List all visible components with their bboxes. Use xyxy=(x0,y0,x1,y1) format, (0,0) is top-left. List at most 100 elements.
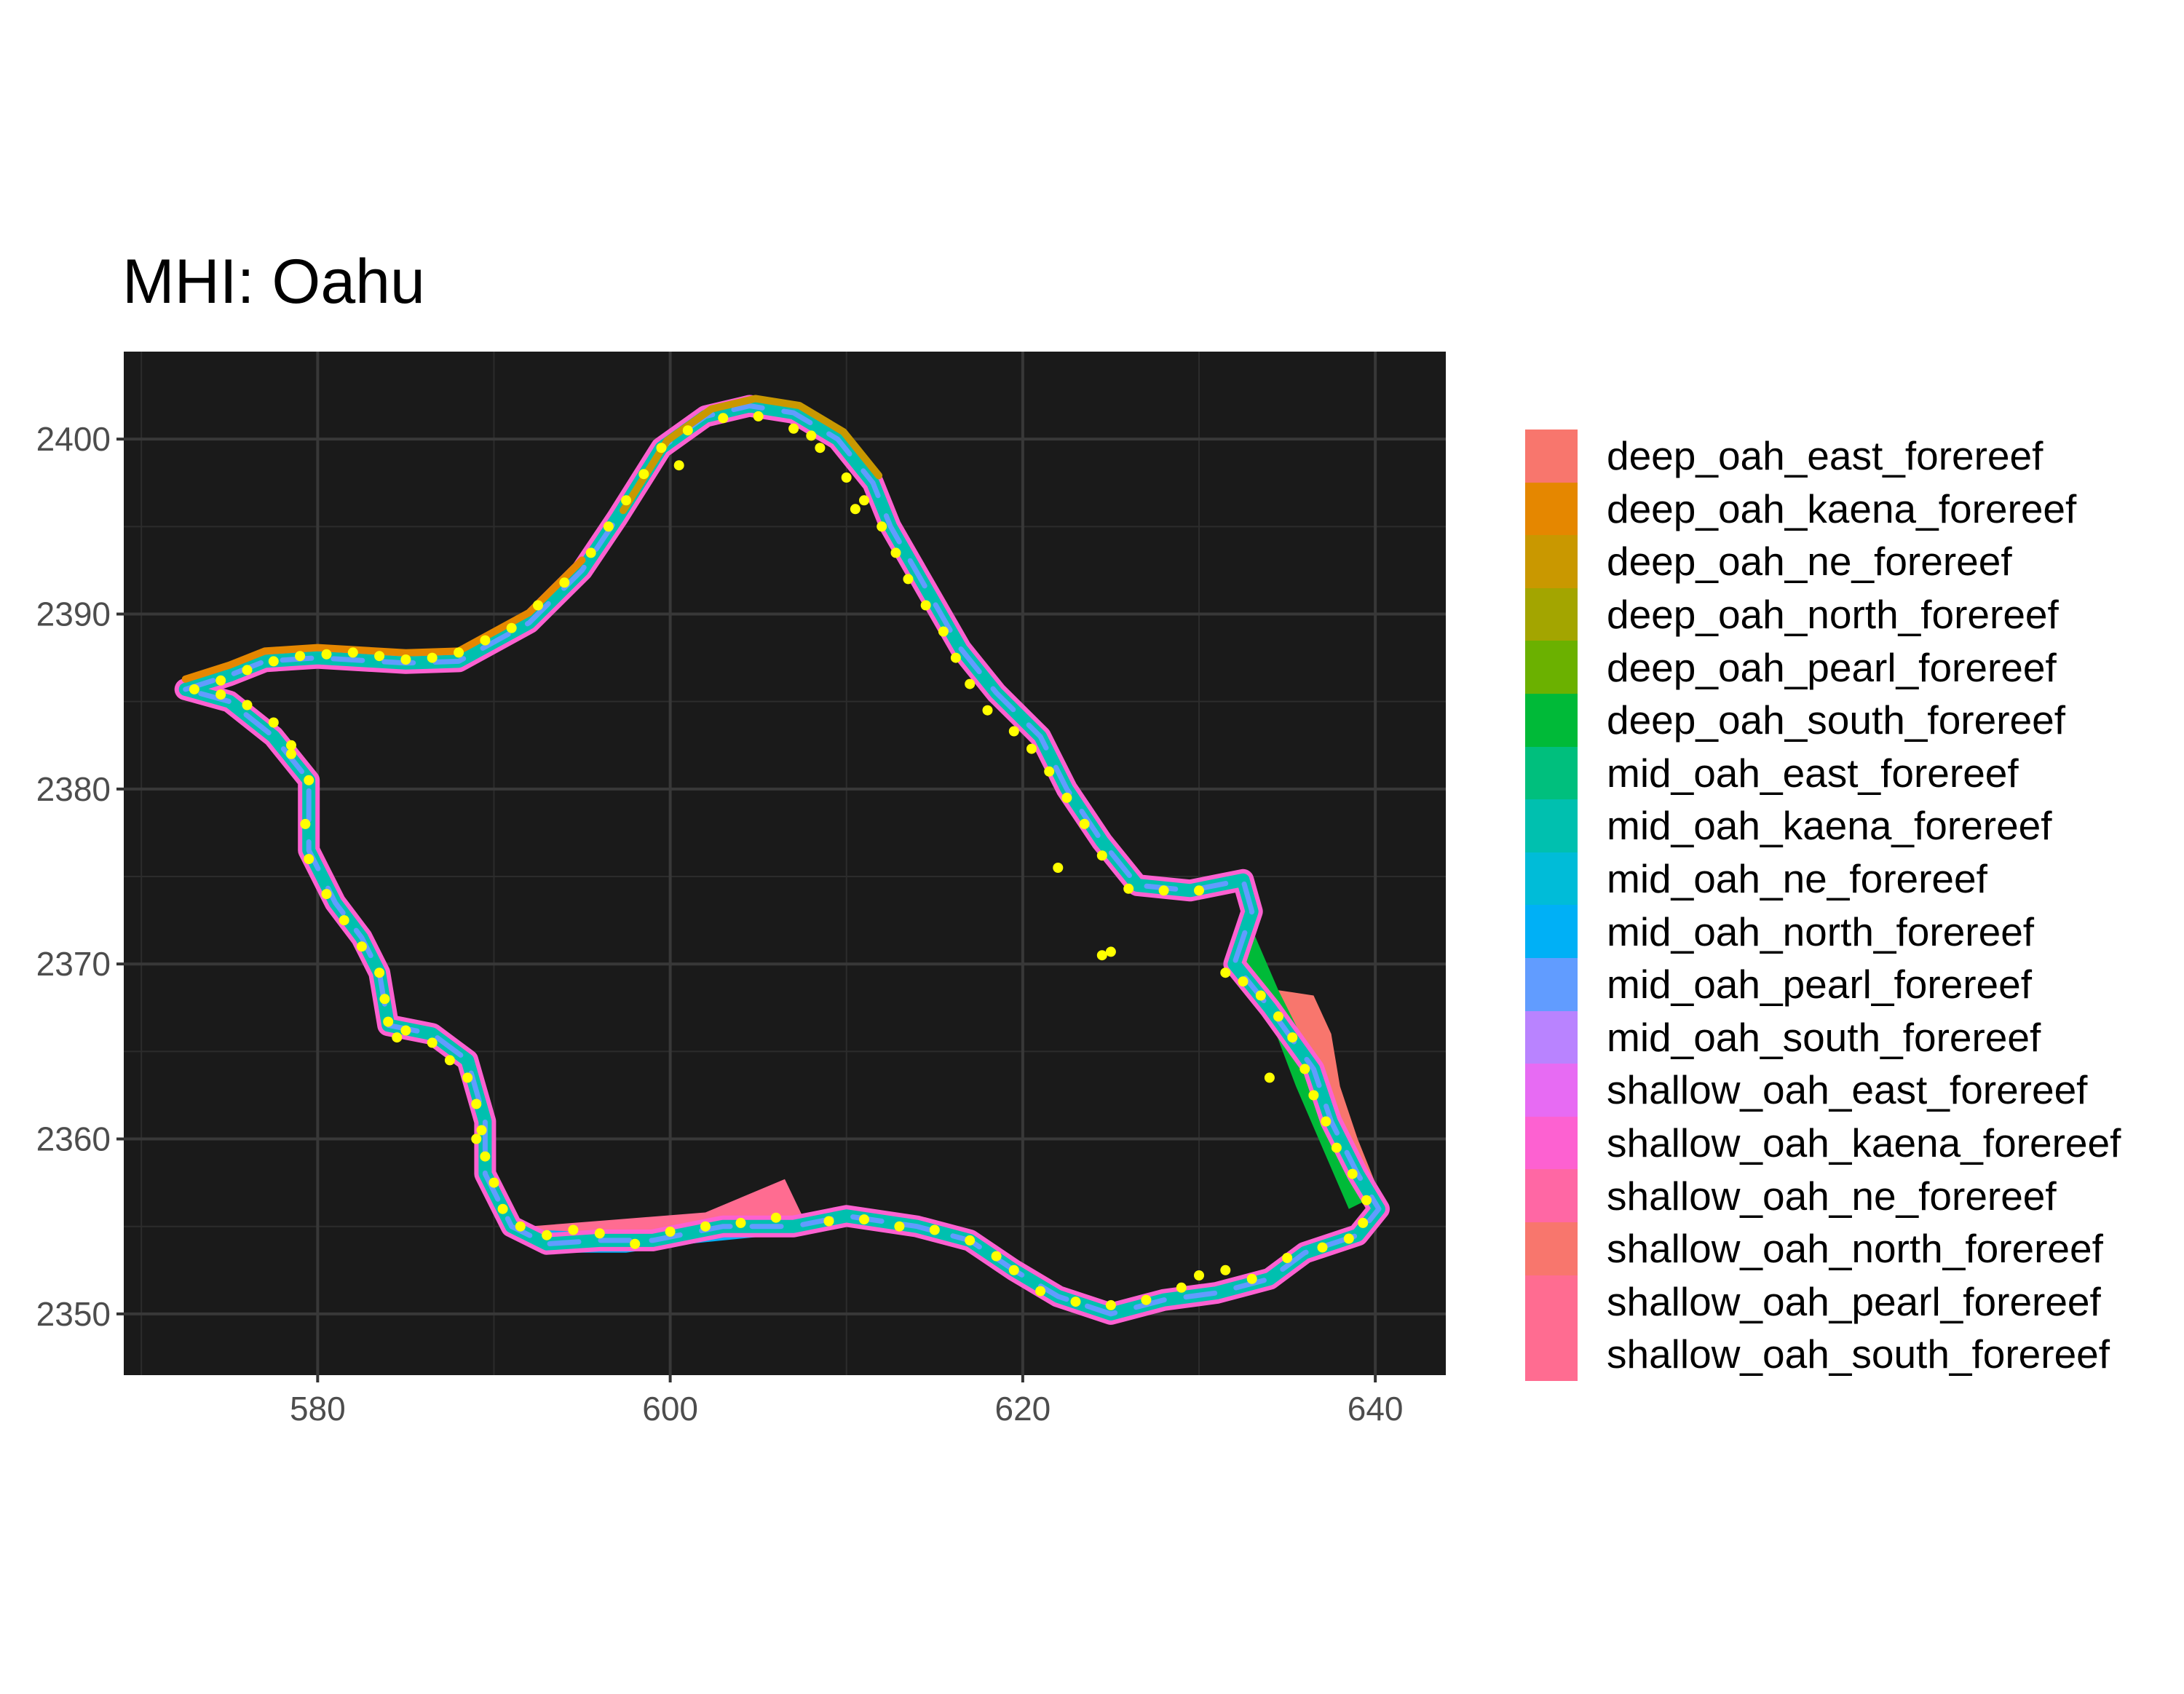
survey-point xyxy=(427,1037,438,1048)
plot-title: MHI: Oahu xyxy=(122,247,425,317)
survey-point xyxy=(506,622,517,633)
survey-point xyxy=(1282,1253,1293,1263)
legend-item: shallow_oah_north_forereef xyxy=(1525,1222,2121,1275)
legend-item: deep_oah_pearl_forereef xyxy=(1525,641,2121,694)
survey-point xyxy=(1299,1064,1310,1074)
survey-point xyxy=(1070,1297,1081,1307)
survey-point xyxy=(400,654,411,665)
legend-label: deep_oah_kaena_forereef xyxy=(1607,486,2077,531)
legend-label: shallow_oah_south_forereef xyxy=(1607,1331,2110,1377)
survey-point xyxy=(295,651,306,662)
legend-key xyxy=(1525,641,1578,694)
survey-point xyxy=(1141,1294,1152,1305)
survey-point xyxy=(1331,1142,1342,1153)
legend-label: deep_oah_north_forereef xyxy=(1607,592,2059,638)
legend-item: mid_oah_north_forereef xyxy=(1525,905,2121,958)
survey-point xyxy=(1096,850,1107,861)
legend-item: mid_oah_pearl_forereef xyxy=(1525,957,2121,1011)
legend-label: mid_oah_east_forereef xyxy=(1607,750,2019,796)
legend-item: mid_oah_ne_forereef xyxy=(1525,852,2121,906)
survey-point xyxy=(823,1216,834,1227)
survey-point xyxy=(321,889,332,900)
survey-point xyxy=(215,675,226,686)
survey-point xyxy=(400,1025,411,1036)
survey-point xyxy=(471,1133,482,1144)
survey-point xyxy=(189,684,199,694)
legend-item: deep_oah_kaena_forereef xyxy=(1525,482,2121,536)
legend-key xyxy=(1525,1275,1578,1329)
survey-point xyxy=(1061,792,1072,803)
survey-point xyxy=(753,411,764,421)
legend-key xyxy=(1525,1169,1578,1222)
survey-point xyxy=(480,1151,491,1162)
reef-bands xyxy=(174,395,1390,1325)
legend-label: deep_oah_east_forereef xyxy=(1607,433,2043,479)
survey-point xyxy=(374,967,385,978)
legend-label: shallow_oah_kaena_forereef xyxy=(1607,1120,2121,1166)
legend-label: deep_oah_south_forereef xyxy=(1607,697,2065,743)
survey-point xyxy=(488,1177,499,1188)
survey-point xyxy=(965,678,976,689)
survey-point xyxy=(788,423,799,434)
survey-point xyxy=(454,647,464,658)
survey-point xyxy=(497,1203,508,1214)
survey-point xyxy=(1358,1217,1369,1228)
legend-key xyxy=(1525,852,1578,906)
legend-item: deep_oah_north_forereef xyxy=(1525,587,2121,641)
survey-point xyxy=(374,651,385,662)
legend-label: deep_oah_ne_forereef xyxy=(1607,539,2012,585)
legend-key xyxy=(1525,1116,1578,1170)
survey-point xyxy=(379,994,390,1005)
legend-key xyxy=(1525,535,1578,588)
legend-key xyxy=(1525,1064,1578,1117)
survey-point xyxy=(542,1230,553,1240)
legend-key xyxy=(1525,1222,1578,1275)
survey-point xyxy=(903,574,914,585)
survey-points xyxy=(189,411,1372,1310)
legend-item: deep_oah_ne_forereef xyxy=(1525,535,2121,588)
survey-point xyxy=(594,1228,605,1239)
survey-point xyxy=(673,460,684,471)
north-deep-fringe xyxy=(181,556,586,683)
survey-point xyxy=(859,495,869,506)
legend-key xyxy=(1525,482,1578,536)
x-tick-label: 600 xyxy=(642,1390,698,1428)
survey-point xyxy=(1008,726,1019,737)
legend-key xyxy=(1525,957,1578,1011)
survey-point xyxy=(471,1099,482,1109)
x-axis-ticks: 580 600 620 640 xyxy=(290,1375,1404,1428)
survey-point xyxy=(1194,1270,1204,1281)
survey-point xyxy=(304,775,314,785)
legend-label: shallow_oah_east_forereef xyxy=(1607,1067,2088,1113)
survey-point xyxy=(1264,1072,1275,1083)
survey-point xyxy=(1287,1032,1298,1043)
survey-point xyxy=(991,1251,1002,1262)
survey-point xyxy=(700,1221,711,1232)
survey-point xyxy=(1308,1090,1319,1101)
survey-point xyxy=(480,635,491,646)
survey-point xyxy=(533,600,543,611)
x-tick-label: 620 xyxy=(995,1390,1051,1428)
survey-point xyxy=(770,1212,781,1223)
survey-point xyxy=(1096,950,1107,961)
legend-item: deep_oah_east_forereef xyxy=(1525,430,2121,483)
survey-point xyxy=(1220,967,1231,978)
survey-point xyxy=(321,649,332,660)
legend-key xyxy=(1525,693,1578,747)
survey-point xyxy=(1273,1011,1283,1022)
survey-point xyxy=(339,915,349,926)
survey-point xyxy=(356,941,367,952)
y-tick-label: 2370 xyxy=(36,945,111,983)
legend-key xyxy=(1525,430,1578,483)
survey-point xyxy=(982,705,993,716)
survey-point xyxy=(476,1125,487,1136)
y-tick-label: 2390 xyxy=(36,595,111,633)
legend-label: shallow_oah_ne_forereef xyxy=(1607,1173,2057,1219)
survey-point xyxy=(682,425,693,436)
y-axis-ticks: 2350 2360 2370 2380 2390 2400 xyxy=(36,420,124,1333)
survey-point xyxy=(1026,743,1037,754)
legend-key xyxy=(1525,799,1578,852)
survey-point xyxy=(735,1217,746,1228)
survey-point xyxy=(242,665,253,676)
